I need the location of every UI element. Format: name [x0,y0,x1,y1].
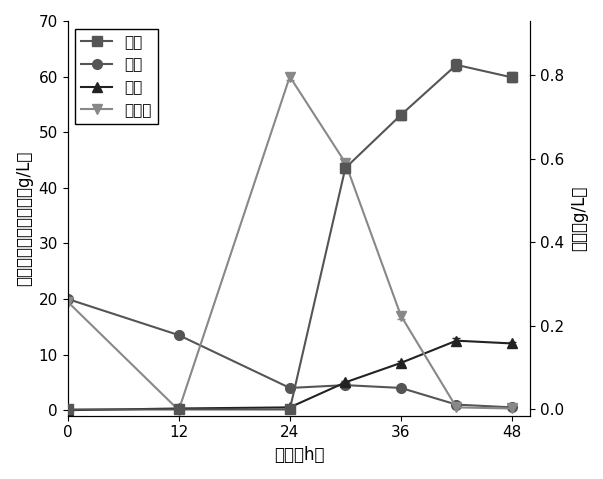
X-axis label: 时间（h）: 时间（h） [274,446,324,464]
Legend: 肌醇, 甘油, 乙醇, 葡萄糖: 肌醇, 甘油, 乙醇, 葡萄糖 [75,29,157,124]
Y-axis label: 肌醇（g/L）: 肌醇（g/L） [570,186,588,251]
Y-axis label: 甘油／乙醇／葡萄糖（g/L）: 甘油／乙醇／葡萄糖（g/L） [15,151,33,286]
